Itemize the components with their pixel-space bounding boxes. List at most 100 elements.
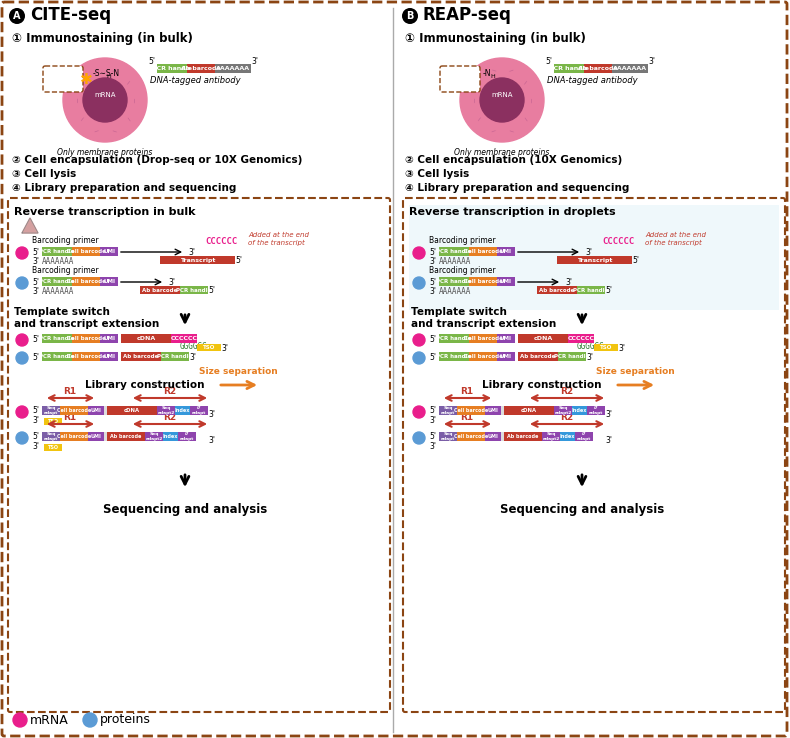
- Text: i7
adapt: i7 adapt: [192, 406, 206, 415]
- Text: PCR handle: PCR handle: [436, 279, 472, 284]
- Bar: [439, 406, 457, 415]
- Text: ~: ~: [55, 75, 62, 83]
- Text: 5': 5': [632, 255, 639, 264]
- Bar: [439, 277, 469, 286]
- FancyBboxPatch shape: [403, 198, 785, 712]
- Text: 5': 5': [429, 334, 436, 343]
- Text: Ab barcode: Ab barcode: [181, 66, 221, 71]
- Text: Cell barcode: Cell barcode: [57, 408, 91, 413]
- Text: Cell barcode: Cell barcode: [57, 434, 91, 439]
- Text: 3': 3': [208, 435, 215, 444]
- Text: PCR handle: PCR handle: [436, 354, 472, 359]
- Text: R2: R2: [164, 387, 176, 396]
- Text: UMI: UMI: [103, 354, 115, 359]
- Text: ④ Library preparation and sequencing: ④ Library preparation and sequencing: [405, 183, 630, 193]
- Text: Size separation: Size separation: [596, 367, 675, 376]
- Text: PCR handle: PCR handle: [436, 336, 472, 341]
- Text: CCCCCC: CCCCCC: [602, 236, 634, 246]
- Text: 5': 5': [429, 432, 436, 441]
- Text: Index: Index: [163, 434, 179, 439]
- Text: Cell barcode: Cell barcode: [66, 249, 105, 254]
- Text: proteins: proteins: [100, 714, 151, 726]
- Circle shape: [413, 277, 425, 289]
- Bar: [107, 432, 145, 441]
- Circle shape: [16, 247, 28, 259]
- Text: Cell barcode: Cell barcode: [464, 354, 502, 359]
- Bar: [469, 277, 497, 286]
- Text: Ab barcode: Ab barcode: [111, 434, 141, 439]
- Bar: [72, 247, 100, 256]
- Text: CCCCCC: CCCCCC: [205, 236, 237, 246]
- Text: GGGGGG: GGGGGG: [180, 342, 208, 351]
- Bar: [44, 418, 62, 425]
- Bar: [439, 352, 469, 361]
- Bar: [568, 334, 594, 343]
- Bar: [557, 256, 632, 264]
- Text: Index: Index: [560, 434, 575, 439]
- Text: H: H: [490, 74, 495, 78]
- Text: Only membrane proteins: Only membrane proteins: [58, 148, 152, 157]
- Circle shape: [83, 78, 127, 122]
- Text: PCR handle: PCR handle: [40, 249, 75, 254]
- Circle shape: [480, 78, 524, 122]
- Text: R1: R1: [63, 387, 77, 396]
- Text: Cell barcode: Cell barcode: [464, 336, 502, 341]
- Text: 3': 3': [32, 286, 39, 295]
- Text: ~: ~: [489, 125, 496, 132]
- Bar: [42, 247, 72, 256]
- Text: ~: ~: [469, 97, 475, 103]
- Text: Reverse transcription in droplets: Reverse transcription in droplets: [409, 207, 615, 217]
- Bar: [72, 334, 100, 343]
- Text: Sequencing and analysis: Sequencing and analysis: [103, 503, 267, 517]
- Text: R1: R1: [461, 387, 473, 396]
- Text: 3': 3': [565, 277, 572, 286]
- Text: i7
adapt: i7 adapt: [577, 432, 591, 441]
- Bar: [469, 352, 497, 361]
- Text: TSO: TSO: [203, 345, 215, 350]
- Text: -N: -N: [483, 69, 491, 77]
- Text: CCCCCC: CCCCCC: [171, 336, 198, 341]
- Text: ~: ~: [92, 125, 100, 132]
- Bar: [439, 334, 469, 343]
- Text: R1: R1: [461, 413, 473, 422]
- Text: 3': 3': [585, 247, 592, 257]
- Text: PCR handle: PCR handle: [157, 354, 193, 359]
- Text: Seq
adapt: Seq adapt: [44, 432, 58, 441]
- Text: ~: ~: [461, 75, 468, 83]
- Bar: [584, 64, 612, 73]
- Text: ~: ~: [529, 97, 535, 103]
- Text: PCR handle: PCR handle: [549, 66, 589, 71]
- Text: Cell barcode: Cell barcode: [454, 408, 488, 413]
- Text: ~: ~: [77, 114, 85, 122]
- Text: cDNA: cDNA: [124, 408, 140, 413]
- Text: TSO: TSO: [47, 445, 58, 450]
- Circle shape: [413, 406, 425, 418]
- Text: TSO: TSO: [600, 345, 612, 350]
- Text: ② Cell encapsulation (10X Genomics): ② Cell encapsulation (10X Genomics): [405, 155, 623, 165]
- Text: Index: Index: [175, 408, 190, 413]
- Text: Template switch
and transcript extension: Template switch and transcript extension: [14, 307, 160, 329]
- Text: Only membrane proteins: Only membrane proteins: [454, 148, 550, 157]
- Bar: [160, 256, 235, 264]
- Bar: [42, 334, 72, 343]
- Text: 5': 5': [429, 353, 436, 362]
- Text: AAAAAAA: AAAAAAA: [439, 257, 472, 266]
- Circle shape: [9, 8, 25, 24]
- Text: 3': 3': [189, 353, 196, 362]
- Bar: [178, 432, 196, 441]
- Text: UMI: UMI: [500, 354, 512, 359]
- Text: UMI: UMI: [103, 279, 115, 284]
- Bar: [554, 64, 584, 73]
- Bar: [497, 334, 515, 343]
- Text: 3': 3': [605, 410, 612, 418]
- Bar: [100, 352, 118, 361]
- Text: 5': 5': [235, 255, 242, 264]
- Text: PCR handle: PCR handle: [152, 66, 192, 71]
- Bar: [197, 344, 221, 351]
- Text: ~: ~: [72, 97, 78, 103]
- Text: ① Immunostaining (in bulk): ① Immunostaining (in bulk): [12, 32, 193, 45]
- Text: Seq
adapt2: Seq adapt2: [145, 432, 163, 441]
- Text: 5': 5': [605, 286, 612, 294]
- Text: ~: ~: [473, 78, 482, 86]
- Bar: [157, 64, 187, 73]
